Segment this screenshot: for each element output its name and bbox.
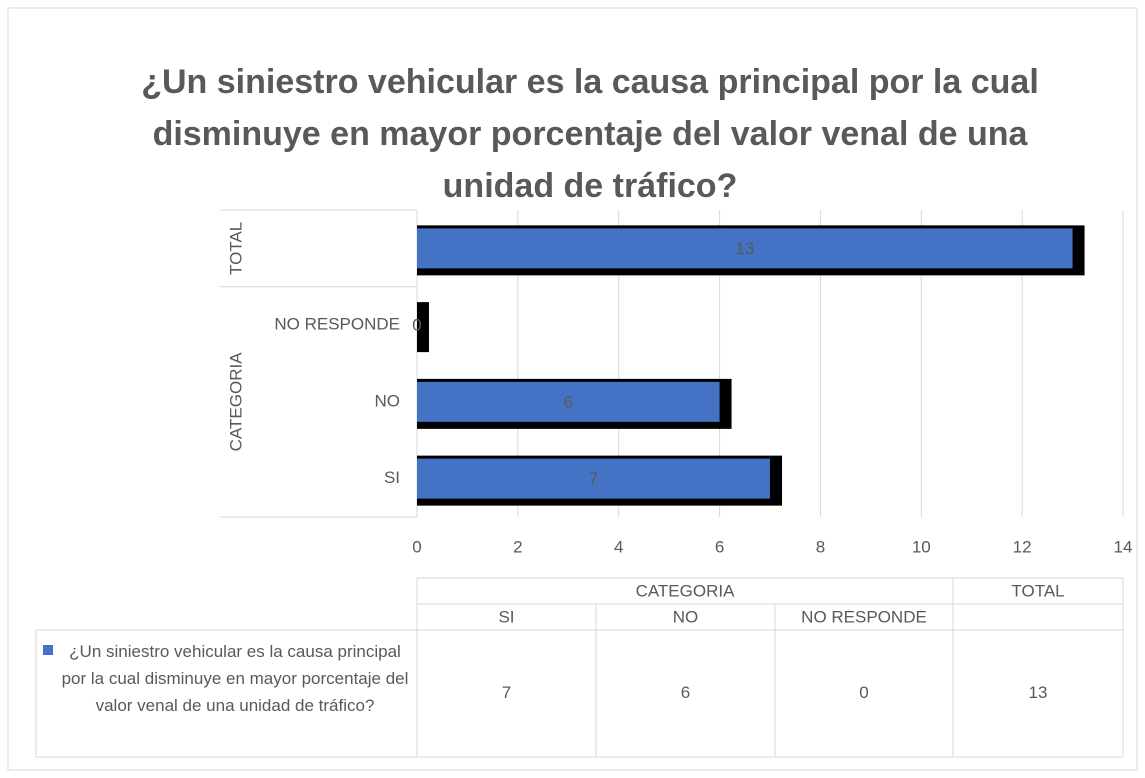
table-cell: 13 bbox=[1029, 683, 1048, 702]
x-tick-label: 0 bbox=[412, 537, 421, 556]
table-cell: 0 bbox=[859, 683, 868, 702]
data-label: 13 bbox=[735, 239, 754, 258]
legend-key bbox=[43, 645, 53, 655]
group-label: TOTAL bbox=[226, 222, 245, 275]
x-tick-label: 10 bbox=[912, 537, 931, 556]
data-label: 6 bbox=[564, 392, 573, 411]
y-tick-label: NO RESPONDE bbox=[274, 315, 400, 334]
bar-shadow bbox=[417, 302, 429, 353]
bar bbox=[417, 228, 1073, 269]
group-label: CATEGORIA bbox=[226, 352, 245, 452]
legend-label: ¿Un siniestro vehicular es la causa prin… bbox=[61, 642, 409, 715]
x-tick-label: 14 bbox=[1114, 537, 1133, 556]
chart-title: ¿Un siniestro vehicular es la causa prin… bbox=[141, 63, 1039, 205]
x-tick-label: 4 bbox=[614, 537, 623, 556]
y-tick-label: NO bbox=[375, 391, 401, 410]
x-tick-label: 6 bbox=[715, 537, 724, 556]
table-group-header: CATEGORIA bbox=[636, 581, 736, 600]
table-cell: 7 bbox=[502, 683, 511, 702]
bar bbox=[417, 381, 720, 422]
table-header: SI bbox=[498, 607, 514, 626]
x-tick-label: 8 bbox=[816, 537, 825, 556]
table-cell: 6 bbox=[681, 683, 690, 702]
data-label: 7 bbox=[589, 469, 598, 488]
table-header: NO RESPONDE bbox=[801, 607, 927, 626]
x-tick-label: 2 bbox=[513, 537, 522, 556]
table-group-header: TOTAL bbox=[1011, 581, 1064, 600]
data-label: 0 bbox=[412, 316, 421, 335]
y-tick-label: SI bbox=[384, 468, 400, 487]
x-tick-label: 12 bbox=[1013, 537, 1032, 556]
table-header: NO bbox=[673, 607, 699, 626]
bar bbox=[417, 458, 770, 499]
